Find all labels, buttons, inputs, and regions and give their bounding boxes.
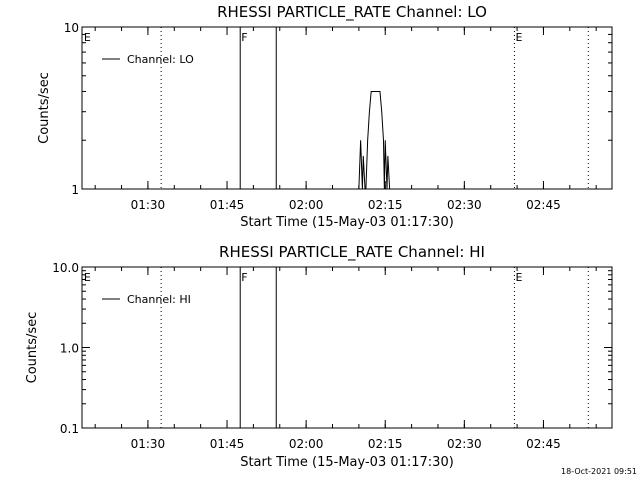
x-tick-label: 01:45 [210,437,245,451]
x-tick-label: 02:45 [526,198,561,212]
legend-entry: Channel: HI [127,293,191,306]
event-marker-label: E [84,271,91,284]
x-tick-label: 02:45 [526,437,561,451]
legend-entry: Channel: LO [127,53,194,66]
x-tick-label: 02:00 [289,437,324,451]
x-tick-label: 02:15 [368,437,403,451]
chart-title: RHESSI PARTICLE_RATE Channel: LO [217,3,487,22]
x-tick-label: 02:00 [289,198,324,212]
x-axis-label: Start Time (15-May-03 01:17:30) [240,455,454,470]
event-marker-label: E [515,31,522,44]
event-marker-label: E [515,271,522,284]
y-axis-label: Counts/sec [25,312,40,384]
x-tick-label: 01:30 [131,437,166,451]
y-tick-label: 1 [71,183,79,197]
x-tick-label: 02:15 [368,198,403,212]
y-tick-label: 10.0 [52,261,79,275]
plot-frame [81,26,613,190]
y-tick-label: 1.0 [60,342,79,356]
x-tick-label: 01:45 [210,198,245,212]
timestamp: 18-Oct-2021 09:51 [561,467,637,476]
event-marker-label: F [241,31,247,44]
x-tick-label: 02:30 [447,437,482,451]
y-tick-label: 10 [64,21,79,35]
event-marker-label: E [84,31,91,44]
x-axis-label: Start Time (15-May-03 01:17:30) [240,215,454,230]
chart-title: RHESSI PARTICLE_RATE Channel: HI [219,243,485,262]
data-series-line [358,90,391,190]
x-tick-label: 02:30 [447,198,482,212]
x-tick-label: 01:30 [131,198,166,212]
event-marker-label: F [241,271,247,284]
y-axis-label: Counts/sec [37,72,52,144]
y-tick-label: 0.1 [60,422,79,436]
